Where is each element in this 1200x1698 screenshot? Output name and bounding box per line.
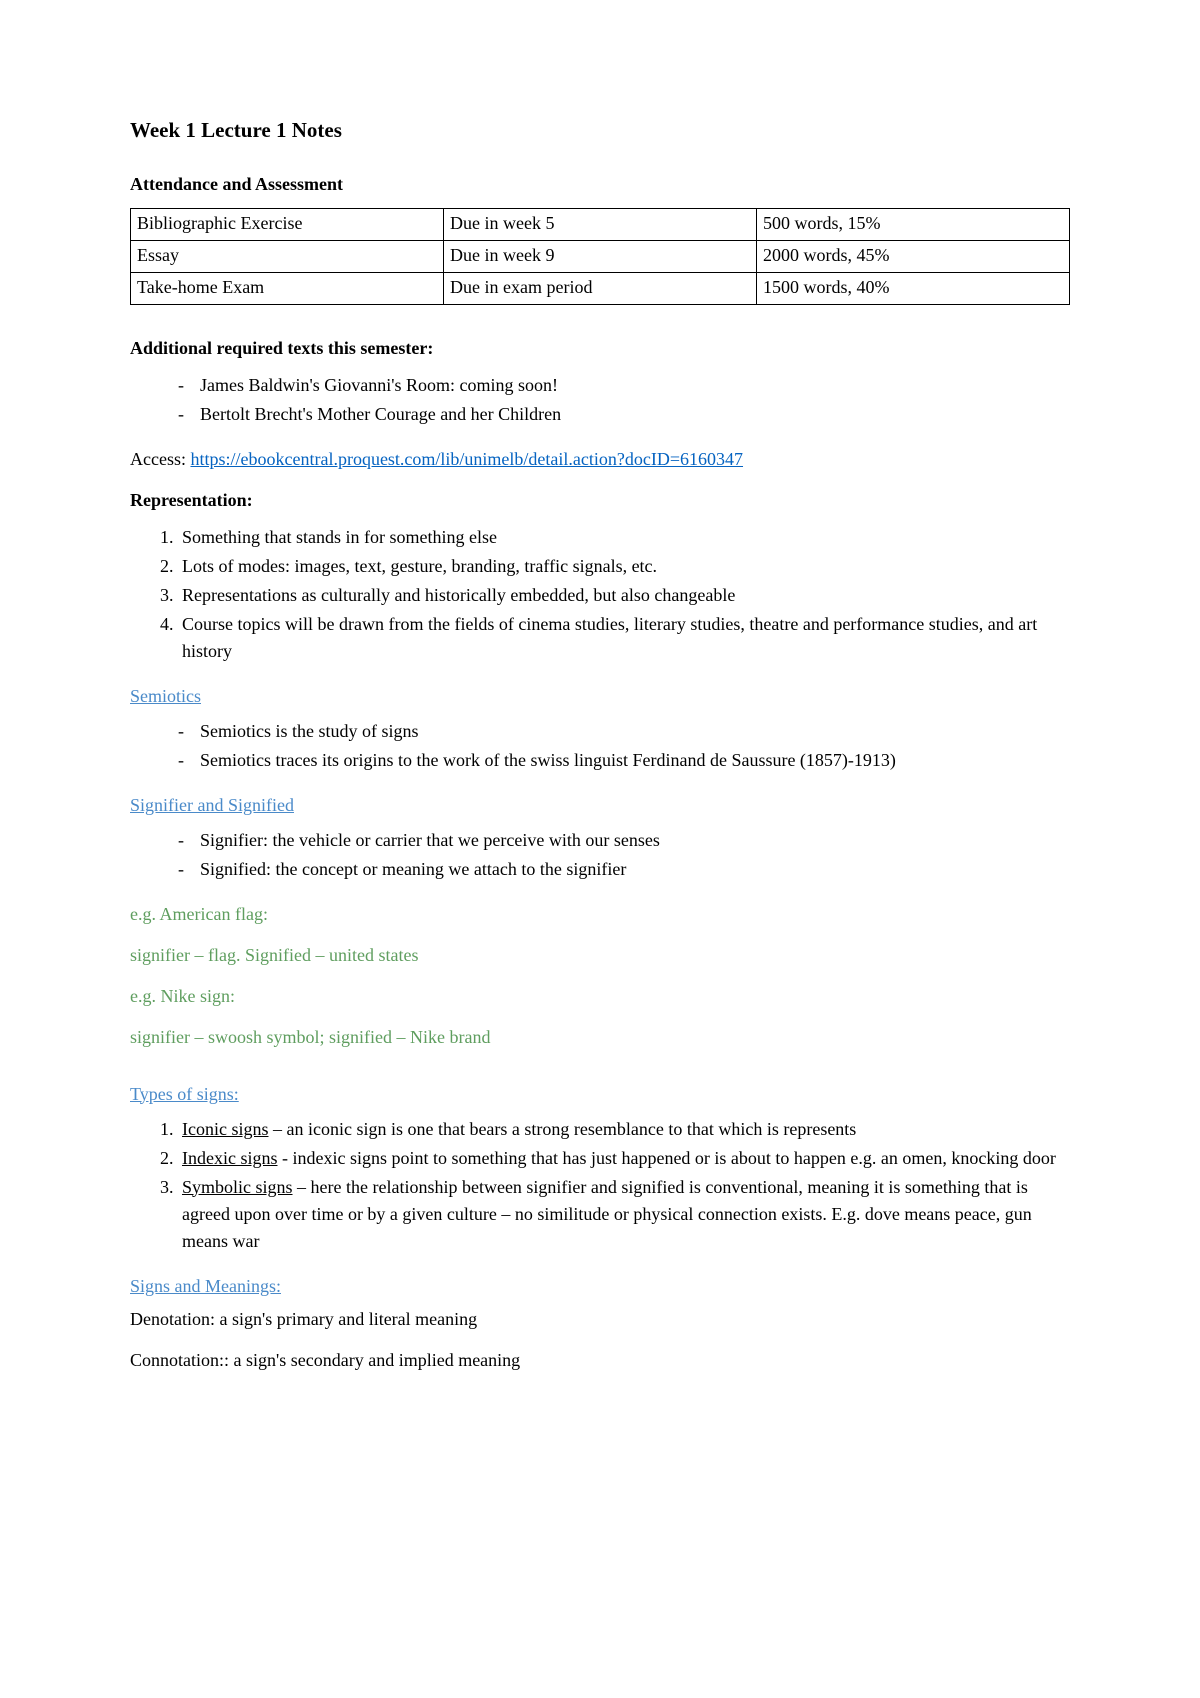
required-texts-list: James Baldwin's Giovanni's Room: coming … [178,372,1070,428]
signifier-list: Signifier: the vehicle or carrier that w… [178,827,1070,883]
example-flag-label: e.g. American flag: [130,901,1070,928]
list-item: Representations as culturally and histor… [178,582,1070,609]
connotation-line: Connotation:: a sign's secondary and imp… [130,1347,1070,1374]
list-item: Indexic signs - indexic signs point to s… [178,1145,1070,1172]
list-item: James Baldwin's Giovanni's Room: coming … [178,372,1070,399]
type-text: - indexic signs point to something that … [277,1148,1055,1168]
attendance-heading: Attendance and Assessment [130,171,1070,198]
list-item: Signified: the concept or meaning we att… [178,856,1070,883]
type-label: Symbolic signs [182,1177,293,1197]
list-item: Semiotics is the study of signs [178,718,1070,745]
list-item: Something that stands in for something e… [178,524,1070,551]
type-text: – an iconic sign is one that bears a str… [268,1119,856,1139]
list-item: Bertolt Brecht's Mother Courage and her … [178,401,1070,428]
table-row: Bibliographic Exercise Due in week 5 500… [131,208,1070,240]
signifier-heading: Signifier and Signified [130,792,1070,819]
representation-list: Something that stands in for something e… [178,524,1070,665]
cell: Bibliographic Exercise [131,208,444,240]
list-item: Course topics will be drawn from the fie… [178,611,1070,665]
cell: Essay [131,240,444,272]
table-row: Essay Due in week 9 2000 words, 45% [131,240,1070,272]
cell: Due in exam period [444,272,757,304]
example-nike-label: e.g. Nike sign: [130,983,1070,1010]
cell: 1500 words, 40% [757,272,1070,304]
semiotics-heading: Semiotics [130,683,1070,710]
assessment-table: Bibliographic Exercise Due in week 5 500… [130,208,1070,305]
cell: 2000 words, 45% [757,240,1070,272]
representation-heading: Representation: [130,487,1070,514]
list-item: Iconic signs – an iconic sign is one tha… [178,1116,1070,1143]
cell: Due in week 5 [444,208,757,240]
access-label: Access: [130,449,190,469]
meanings-heading: Signs and Meanings: [130,1273,1070,1300]
type-label: Indexic signs [182,1148,277,1168]
list-item: Lots of modes: images, text, gesture, br… [178,553,1070,580]
access-line: Access: https://ebookcentral.proquest.co… [130,446,1070,473]
access-link[interactable]: https://ebookcentral.proquest.com/lib/un… [190,449,743,469]
denotation-line: Denotation: a sign's primary and literal… [130,1306,1070,1333]
list-item: Symbolic signs – here the relationship b… [178,1174,1070,1255]
table-row: Take-home Exam Due in exam period 1500 w… [131,272,1070,304]
page-title: Week 1 Lecture 1 Notes [130,115,1070,147]
types-heading: Types of signs: [130,1081,1070,1108]
list-item: Semiotics traces its origins to the work… [178,747,1070,774]
semiotics-list: Semiotics is the study of signs Semiotic… [178,718,1070,774]
cell: Due in week 9 [444,240,757,272]
types-list: Iconic signs – an iconic sign is one tha… [178,1116,1070,1255]
cell: Take-home Exam [131,272,444,304]
required-texts-heading: Additional required texts this semester: [130,335,1070,362]
example-flag-text: signifier – flag. Signified – united sta… [130,942,1070,969]
type-label: Iconic signs [182,1119,268,1139]
list-item: Signifier: the vehicle or carrier that w… [178,827,1070,854]
example-nike-text: signifier – swoosh symbol; signified – N… [130,1024,1070,1051]
type-text: – here the relationship between signifie… [182,1177,1032,1251]
cell: 500 words, 15% [757,208,1070,240]
